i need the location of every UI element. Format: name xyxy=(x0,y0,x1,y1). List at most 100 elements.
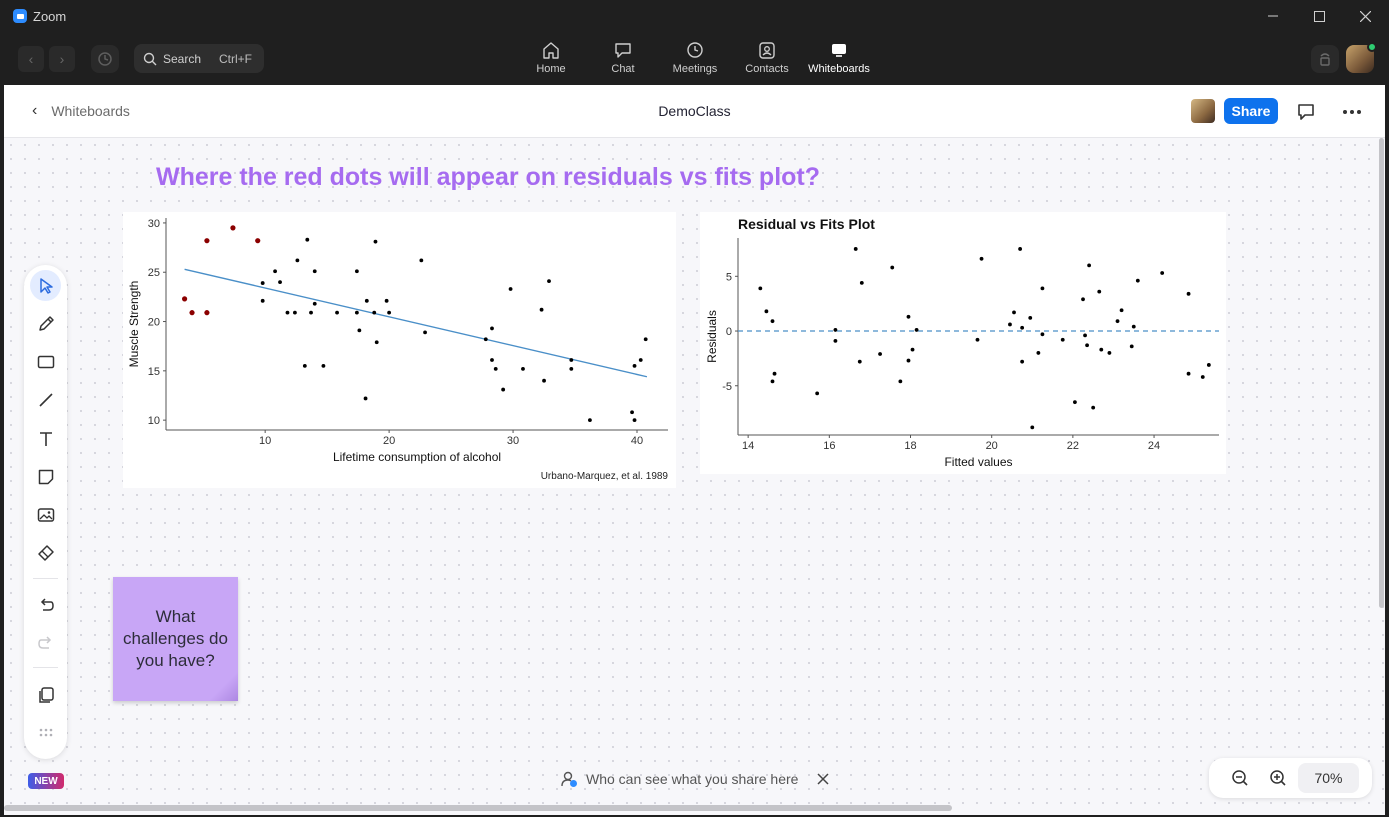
tab-contacts[interactable]: Contacts xyxy=(731,41,803,81)
x-tick-label: 40 xyxy=(631,435,643,447)
collaborator-avatar[interactable] xyxy=(1191,99,1215,123)
templates-button[interactable] xyxy=(30,679,61,710)
regression-line xyxy=(184,268,648,378)
muscle-strength-chart[interactable]: 10 20 30 40 10 15 20 25 30 Lifetime consumption o… xyxy=(123,212,676,488)
data-point xyxy=(910,347,915,352)
close-icon[interactable] xyxy=(816,772,830,786)
y-tick-label: 30 xyxy=(148,218,160,230)
eraser-tool[interactable] xyxy=(30,537,61,568)
contacts-icon xyxy=(759,42,775,59)
forward-button[interactable]: › xyxy=(49,46,75,72)
share-button[interactable]: Share xyxy=(1224,98,1278,124)
data-point xyxy=(1008,322,1012,327)
highlighted-data-point xyxy=(204,238,210,244)
data-point xyxy=(1206,363,1211,367)
tab-chat[interactable]: Chat xyxy=(587,41,659,81)
x-tick-label: 18 xyxy=(904,440,916,452)
data-point xyxy=(493,366,498,371)
data-point xyxy=(1097,289,1102,294)
more-options-button[interactable] xyxy=(1339,99,1365,125)
data-point xyxy=(569,358,574,362)
data-point xyxy=(260,298,265,303)
sticky-note-tool[interactable] xyxy=(30,461,61,492)
board-title[interactable]: DemoClass xyxy=(658,103,731,119)
pen-tool[interactable] xyxy=(30,308,61,339)
x-axis-label: Lifetime consumption of alcohol xyxy=(333,450,501,464)
data-point xyxy=(569,366,574,371)
user-avatar[interactable] xyxy=(1346,42,1377,73)
data-point xyxy=(309,310,313,315)
templates-icon xyxy=(38,686,54,703)
canvas-headline[interactable]: Where the red dots will appear on residu… xyxy=(156,163,821,191)
rectangle-icon xyxy=(37,355,54,368)
data-point xyxy=(354,310,359,315)
chart-svg: 10 20 30 40 10 15 20 25 30 Lifetime consumption o… xyxy=(127,218,668,482)
zoom-level[interactable]: 70% xyxy=(1298,763,1359,793)
window-title: Zoom xyxy=(33,8,67,24)
horizontal-scrollbar[interactable] xyxy=(4,805,952,811)
data-point xyxy=(979,256,984,261)
whiteboard-canvas[interactable]: Where the red dots will appear on residu… xyxy=(4,138,1385,815)
data-point xyxy=(1020,325,1025,330)
data-point xyxy=(295,258,300,263)
data-point xyxy=(815,391,820,396)
zoom-in-button[interactable] xyxy=(1266,766,1290,790)
x-tick-label: 20 xyxy=(986,440,998,452)
search-shortcut: Ctrl+F xyxy=(219,51,252,66)
history-button[interactable] xyxy=(91,45,119,73)
tab-meetings[interactable]: Meetings xyxy=(659,41,731,81)
close-window-button[interactable] xyxy=(1342,0,1388,32)
y-tick-label: 15 xyxy=(148,366,160,378)
text-tool[interactable] xyxy=(30,423,61,454)
chart-title: Residual vs Fits Plot xyxy=(738,216,875,232)
y-tick-label: 20 xyxy=(148,317,160,329)
new-badge[interactable]: NEW xyxy=(28,773,64,789)
comments-button[interactable] xyxy=(1293,99,1319,125)
data-point xyxy=(501,387,506,392)
data-point xyxy=(1087,263,1092,268)
minimize-button[interactable] xyxy=(1250,0,1296,32)
y-tick-label: 10 xyxy=(148,415,160,427)
search-input[interactable]: Search Ctrl+F xyxy=(134,44,264,73)
line-tool[interactable] xyxy=(30,384,61,415)
highlighted-data-point xyxy=(189,310,195,316)
data-point xyxy=(859,280,864,285)
phone-button[interactable] xyxy=(1311,45,1339,73)
data-point xyxy=(906,314,911,319)
data-point xyxy=(260,281,265,285)
data-point xyxy=(878,352,882,356)
tab-whiteboards[interactable]: Whiteboards xyxy=(803,41,875,81)
back-to-whiteboards-link[interactable]: ‹ Whiteboards xyxy=(32,102,130,120)
image-tool[interactable] xyxy=(30,499,61,530)
data-point xyxy=(906,358,911,363)
toolbar-divider xyxy=(33,667,58,668)
rectangle-tool[interactable] xyxy=(30,346,61,377)
residuals-vs-fits-chart[interactable]: 14 16 18 20 22 24 -5 0 5 Residual vs Fits Plot Fit… xyxy=(700,212,1226,474)
zoom-out-button[interactable] xyxy=(1228,766,1252,790)
visibility-tip: Who can see what you share here xyxy=(560,766,830,792)
data-point xyxy=(312,301,317,306)
chart-svg: 14 16 18 20 22 24 -5 0 5 Residual vs Fits Plot Fit… xyxy=(705,216,1219,469)
y-axis-label: Muscle Strength xyxy=(127,281,141,368)
y-tick-label: -5 xyxy=(722,381,732,393)
redo-button[interactable] xyxy=(30,627,61,658)
data-point xyxy=(419,258,424,263)
tab-whiteboards-label: Whiteboards xyxy=(808,63,870,75)
select-tool[interactable] xyxy=(30,270,61,301)
whiteboard-header: ‹ Whiteboards DemoClass Share xyxy=(4,85,1385,138)
data-point xyxy=(542,378,546,383)
tab-home[interactable]: Home xyxy=(515,41,587,81)
undo-button[interactable] xyxy=(30,589,61,620)
data-point xyxy=(1160,271,1165,275)
visibility-tip-text[interactable]: Who can see what you share here xyxy=(586,771,799,787)
data-point xyxy=(521,366,525,371)
back-button[interactable]: ‹ xyxy=(18,46,44,72)
maximize-button[interactable] xyxy=(1296,0,1342,32)
desk-phone-icon xyxy=(1320,53,1330,66)
more-tools-button[interactable] xyxy=(30,717,61,748)
undo-icon xyxy=(40,597,54,611)
data-point xyxy=(384,298,389,303)
sticky-note[interactable]: What challenges do you have? xyxy=(113,577,238,701)
vertical-scrollbar[interactable] xyxy=(1379,138,1384,608)
data-point xyxy=(354,269,359,274)
